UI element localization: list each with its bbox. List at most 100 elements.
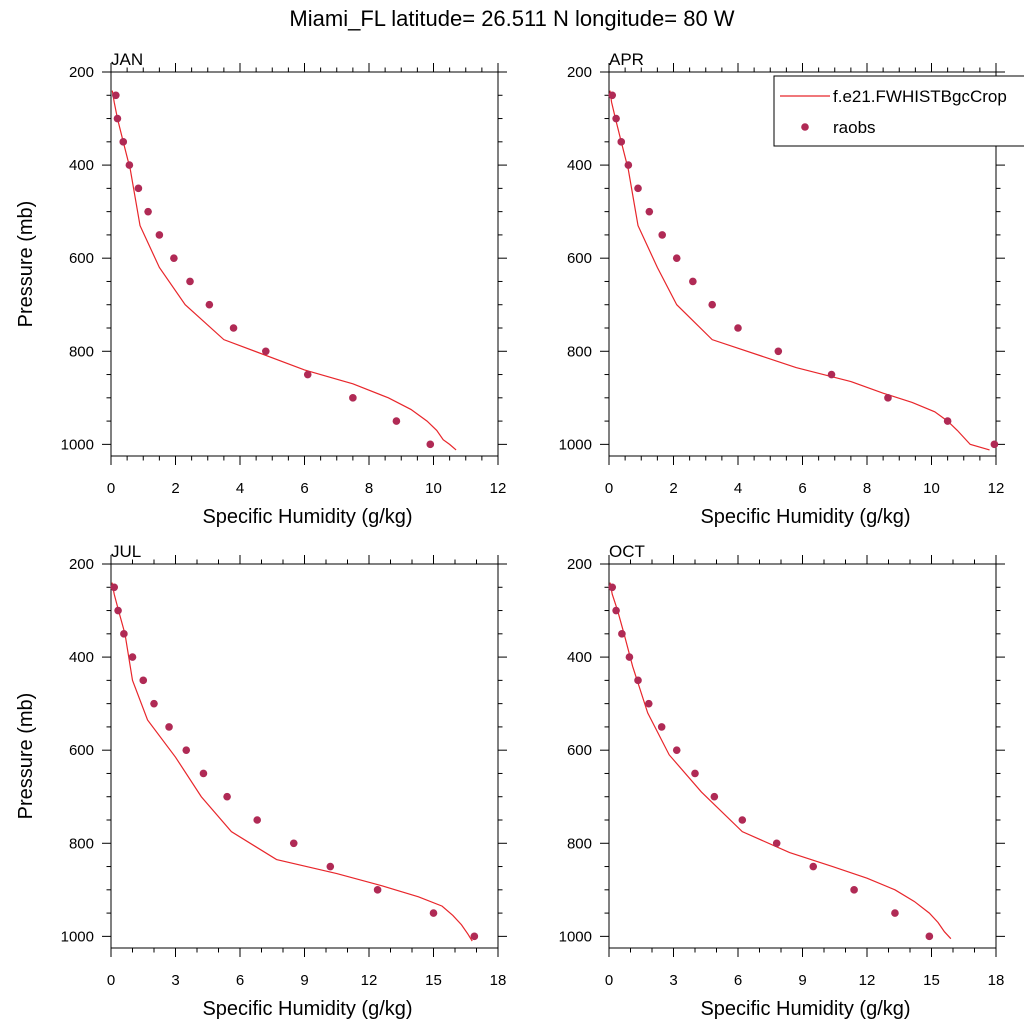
raobs-point xyxy=(119,138,128,146)
x-axis-label: Specific Humidity (g/kg) xyxy=(700,506,910,528)
x-tick-label: 4 xyxy=(734,480,742,497)
raobs-point xyxy=(634,676,642,685)
y-tick-label: 800 xyxy=(69,835,94,852)
panel-title: JAN xyxy=(111,50,143,69)
x-tick-label: 12 xyxy=(361,972,378,989)
raobs-point xyxy=(612,114,620,123)
raobs-point xyxy=(884,394,892,402)
x-tick-label: 18 xyxy=(490,972,507,989)
raobs-point xyxy=(710,792,719,801)
raobs-point xyxy=(608,583,617,592)
raobs-point xyxy=(112,91,120,100)
y-tick-label: 800 xyxy=(567,343,592,360)
raobs-point xyxy=(850,886,858,894)
raobs-point xyxy=(470,932,479,941)
raobs-point xyxy=(734,324,742,332)
raobs-point xyxy=(658,231,667,239)
raobs-point xyxy=(155,231,164,239)
panels-group: JAN 0 2 4 6 8 10 12 200 400 600 800 1000 Specific Hum… xyxy=(15,50,1005,1020)
x-tick-label: 15 xyxy=(923,972,940,989)
legend-obs-label: raobs xyxy=(833,118,876,137)
y-axis-label: Pressure (mb) xyxy=(15,693,37,820)
raobs-point xyxy=(144,207,152,216)
panel-title: APR xyxy=(609,50,644,69)
x-tick-label: 6 xyxy=(300,480,308,497)
x-tick-label: 6 xyxy=(798,480,806,497)
figure-title: Miami_FL latitude= 26.511 N longitude= 8… xyxy=(289,6,734,31)
legend-obs-marker-swatch xyxy=(801,123,809,131)
x-tick-label: 15 xyxy=(425,972,442,989)
raobs-point xyxy=(827,370,836,379)
raobs-point xyxy=(150,699,158,708)
raobs-point xyxy=(774,347,783,356)
x-tick-label: 0 xyxy=(605,972,613,989)
raobs-point xyxy=(128,653,137,661)
raobs-point xyxy=(326,862,335,871)
x-axis-label: Specific Humidity (g/kg) xyxy=(202,506,412,528)
legend-model-label: f.e21.FWHISTBgcCrop xyxy=(833,87,1007,106)
raobs-point xyxy=(253,816,261,824)
x-tick-label: 4 xyxy=(236,480,244,497)
legend: f.e21.FWHISTBgcCrop raobs xyxy=(773,75,1024,147)
raobs-point xyxy=(618,630,626,638)
panel-jul: JUL 0 3 6 9 12 15 18 200 400 600 800 1000 Specific Hu… xyxy=(15,542,507,1020)
raobs-point xyxy=(672,746,681,754)
x-tick-label: 6 xyxy=(734,972,742,989)
raobs-point xyxy=(689,277,697,286)
raobs-point xyxy=(165,723,173,731)
y-tick-label: 200 xyxy=(567,64,592,81)
y-tick-label: 600 xyxy=(69,250,94,267)
x-tick-label: 2 xyxy=(171,480,179,497)
raobs-point xyxy=(608,91,617,100)
x-tick-label: 0 xyxy=(107,480,115,497)
plot-frame xyxy=(608,563,997,949)
raobs-point xyxy=(373,886,382,894)
raobs-point xyxy=(223,792,231,801)
raobs-point xyxy=(170,254,178,262)
y-tick-label: 800 xyxy=(567,835,592,852)
y-tick-label: 400 xyxy=(567,649,592,666)
x-axis-label: Specific Humidity (g/kg) xyxy=(202,998,412,1020)
y-tick-label: 800 xyxy=(69,343,94,360)
raobs-point xyxy=(644,699,653,708)
y-tick-label: 200 xyxy=(69,556,94,573)
raobs-point xyxy=(891,909,899,917)
x-tick-label: 12 xyxy=(988,480,1005,497)
raobs-point xyxy=(809,862,818,871)
raobs-point xyxy=(738,816,747,824)
x-tick-label: 9 xyxy=(798,972,806,989)
y-tick-label: 600 xyxy=(69,742,94,759)
y-tick-label: 400 xyxy=(69,649,94,666)
x-tick-label: 12 xyxy=(490,480,507,497)
raobs-point xyxy=(708,300,716,309)
raobs-point xyxy=(645,207,654,216)
raobs-point xyxy=(392,417,401,425)
x-tick-label: 10 xyxy=(425,480,442,497)
y-tick-label: 200 xyxy=(69,64,94,81)
x-tick-label: 8 xyxy=(365,480,373,497)
panel-jan: JAN 0 2 4 6 8 10 12 200 400 600 800 1000 Specific Hum… xyxy=(15,50,507,528)
raobs-point xyxy=(120,630,128,638)
x-tick-label: 18 xyxy=(988,972,1005,989)
raobs-point xyxy=(199,769,208,778)
y-tick-label: 1000 xyxy=(559,436,592,453)
y-tick-label: 1000 xyxy=(61,436,94,453)
raobs-point xyxy=(303,370,312,379)
y-tick-label: 200 xyxy=(567,556,592,573)
raobs-point xyxy=(125,161,134,169)
x-tick-label: 3 xyxy=(669,972,677,989)
raobs-point xyxy=(205,300,214,309)
raobs-point xyxy=(634,184,642,193)
plot-frame xyxy=(110,563,499,949)
raobs-point xyxy=(617,138,626,146)
x-tick-label: 8 xyxy=(863,480,871,497)
panel-title: JUL xyxy=(111,542,141,561)
raobs-point xyxy=(262,347,270,356)
raobs-point xyxy=(657,723,666,731)
raobs-point xyxy=(772,839,781,848)
y-tick-label: 600 xyxy=(567,250,592,267)
raobs-point xyxy=(289,839,298,848)
y-tick-label: 600 xyxy=(567,742,592,759)
raobs-point xyxy=(134,184,143,193)
